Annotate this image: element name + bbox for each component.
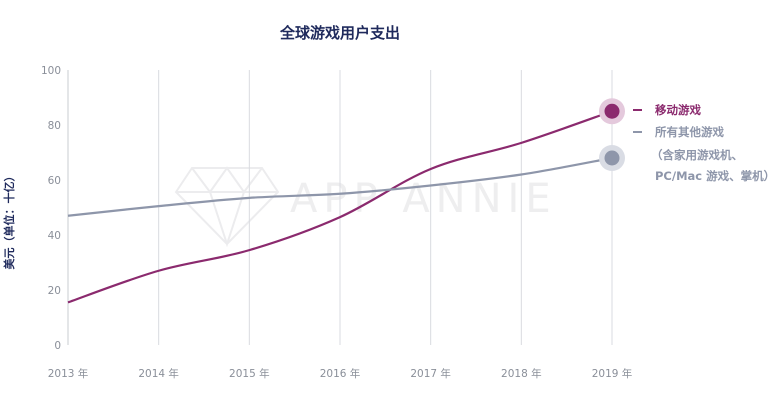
watermark-text: APP ANNIE: [290, 176, 557, 222]
x-tick-label: 2019 年: [592, 367, 633, 380]
y-tick-label: 0: [54, 340, 61, 352]
x-tick-label: 2016 年: [320, 367, 361, 380]
series-line-other: [67, 156, 613, 217]
legend-note-line1: （含家用游戏机、: [651, 148, 743, 162]
endpoint-marker: [604, 150, 620, 166]
legend-label-mobile: 移动游戏: [655, 103, 701, 117]
x-tick-label: 2015 年: [229, 367, 270, 380]
y-tick-label: 60: [48, 175, 61, 187]
series-line-mobile: [67, 110, 613, 304]
y-tick-label: 20: [48, 285, 61, 297]
x-tick-label: 2014 年: [138, 367, 179, 380]
y-tick-label: 100: [41, 65, 61, 77]
legend-label-other: 所有其他游戏: [655, 125, 724, 139]
x-tick-label: 2018 年: [501, 367, 542, 380]
y-tick-label: 80: [48, 120, 61, 132]
y-tick-label: 40: [48, 230, 61, 242]
watermark-diamond-icon: [174, 166, 280, 248]
endpoint-marker: [604, 103, 620, 119]
watermark: APP ANNIE: [174, 166, 557, 248]
legend-note-line2: PC/Mac 游戏、掌机）: [655, 169, 773, 183]
chart-title: 全球游戏用户支出: [279, 24, 400, 42]
x-tick-label: 2013 年: [48, 367, 89, 380]
y-axis-label: 美元（单位：十亿）: [2, 171, 16, 270]
x-tick-label: 2017 年: [410, 367, 451, 380]
x-axis-ticks: 2013 年 2014 年 2015 年 2016 年 2017 年 2018 年 2019…: [48, 367, 633, 380]
y-axis-ticks: 0 20 40 60 80 100: [41, 65, 61, 352]
series-lines: [67, 98, 625, 304]
